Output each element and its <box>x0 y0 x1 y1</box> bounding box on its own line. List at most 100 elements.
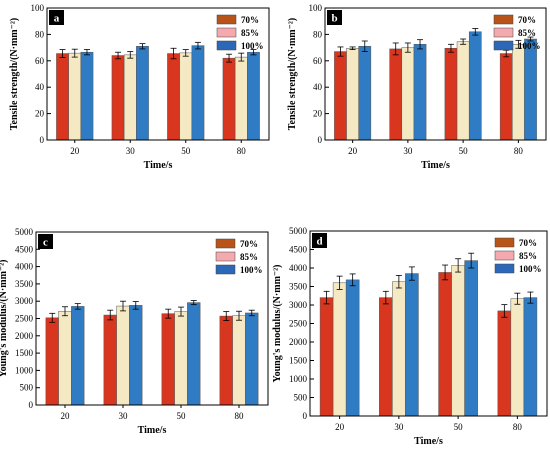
bar-100pct <box>191 45 205 141</box>
bar-100pct <box>247 51 260 141</box>
bar-70pct <box>103 314 117 406</box>
y-tick-label: 1500 <box>15 348 34 358</box>
bar-100pct <box>413 44 427 141</box>
panel-tag-box <box>327 10 342 25</box>
legend-label: 85% <box>240 252 258 262</box>
bar-85pct <box>512 44 525 141</box>
panel-d: 0 500 1000 1500 2000 2500 3000 3500 4000 4500 5000… <box>272 226 548 447</box>
bar-85pct <box>346 48 359 141</box>
bar-85pct <box>510 298 525 417</box>
y-tick-label: 20 <box>35 109 45 119</box>
bar-85pct <box>401 47 415 141</box>
panel-tag: a <box>54 13 60 25</box>
legend-label: 85% <box>519 251 537 261</box>
panel-a: 0 20 40 60 80 100 20 30 50 80 Time/s Tensile streng… <box>9 3 270 171</box>
legend-label: 100% <box>240 265 263 275</box>
bar-100pct <box>345 279 360 417</box>
x-axis-label: Time/s <box>414 436 443 447</box>
legend-swatch <box>216 40 237 51</box>
bar-70pct <box>379 297 393 417</box>
bar-70pct <box>319 297 334 417</box>
y-tick-label: 1000 <box>289 374 308 384</box>
bar-85pct <box>116 305 130 406</box>
y-tick-label: 1500 <box>289 356 308 366</box>
legend-swatch <box>493 40 514 51</box>
bar-100pct <box>187 302 201 406</box>
x-tick-label: 20 <box>348 146 358 156</box>
bar-85pct <box>174 311 188 406</box>
bar-70pct <box>334 51 347 141</box>
legend-label: 70% <box>519 238 537 248</box>
legend-swatch <box>216 14 237 25</box>
y-tick-label: 4000 <box>289 263 308 273</box>
y-tick-label: 2500 <box>15 314 34 324</box>
bar-70pct <box>56 53 69 141</box>
legend-swatch <box>494 250 515 261</box>
legend-label: 100% <box>518 41 541 51</box>
y-axis-label: Young's modulus/(N·mm⁻²) <box>272 264 283 382</box>
y-tick-label: 20 <box>313 109 323 119</box>
y-tick-label: 4500 <box>15 244 34 254</box>
x-tick-label: 50 <box>177 411 187 421</box>
x-tick-label: 20 <box>70 146 80 156</box>
legend-swatch <box>216 27 237 38</box>
bar-70pct <box>111 55 125 141</box>
bar-100pct <box>464 260 478 417</box>
panel-tag-box <box>49 10 64 25</box>
x-tick-label: 50 <box>459 146 469 156</box>
bar-85pct <box>451 265 465 417</box>
legend-swatch <box>494 237 515 248</box>
y-tick-label: 3000 <box>289 300 308 310</box>
x-tick-label: 80 <box>237 146 247 156</box>
y-tick-label: 500 <box>294 393 308 403</box>
bar-85pct <box>179 52 193 141</box>
legend-label: 100% <box>241 41 264 51</box>
legend-swatch <box>215 238 236 249</box>
panel-tag: d <box>316 236 322 248</box>
bar-70pct <box>499 53 513 141</box>
y-tick-label: 5000 <box>289 226 308 236</box>
y-tick-label: 80 <box>35 29 45 39</box>
legend-label: 100% <box>519 264 542 274</box>
bar-85pct <box>58 310 72 406</box>
bar-70pct <box>167 53 180 141</box>
bar-100pct <box>468 31 482 141</box>
legend-label: 85% <box>241 28 259 38</box>
plot-frame <box>46 7 270 141</box>
legend-label: 70% <box>240 239 258 249</box>
plot-frame <box>35 231 269 406</box>
bar-70pct <box>222 57 236 141</box>
x-axis-label: Time/s <box>138 425 167 436</box>
bar-85pct <box>332 282 347 417</box>
bar-70pct <box>45 317 59 406</box>
y-tick-label: 2000 <box>15 331 34 341</box>
x-axis-label: Time/s <box>421 160 450 171</box>
y-tick-label: 500 <box>20 383 34 393</box>
y-tick-label: 4000 <box>15 262 34 272</box>
legend-swatch <box>493 27 514 38</box>
y-tick-label: 3000 <box>15 296 34 306</box>
bar-85pct <box>234 56 248 141</box>
panel-tag: b <box>331 13 337 25</box>
x-tick-label: 80 <box>514 146 524 156</box>
legend-swatch <box>215 251 236 262</box>
bar-85pct <box>232 315 246 406</box>
y-tick-label: 60 <box>35 56 45 66</box>
panel-tag-box <box>312 233 327 248</box>
bar-100pct <box>245 312 259 406</box>
y-tick-label: 2500 <box>289 319 308 329</box>
x-tick-label: 30 <box>126 146 136 156</box>
panel-c: 0 500 1000 1500 2000 2500 3000 3500 4000 4500 5000… <box>0 227 269 436</box>
y-tick-label: 1000 <box>15 365 34 375</box>
y-tick-label: 100 <box>309 3 323 13</box>
y-tick-label: 40 <box>35 82 45 92</box>
legend-swatch <box>493 14 514 25</box>
y-tick-label: 0 <box>303 411 308 421</box>
legend-label: 70% <box>518 15 536 25</box>
panel-b: 0 20 40 60 80 100 20 30 50 80 Time/s Tensile streng… <box>287 3 547 171</box>
bar-70pct <box>444 48 458 141</box>
plot-frame <box>324 7 547 141</box>
bar-100pct <box>524 38 537 141</box>
y-tick-label: 3500 <box>289 282 308 292</box>
